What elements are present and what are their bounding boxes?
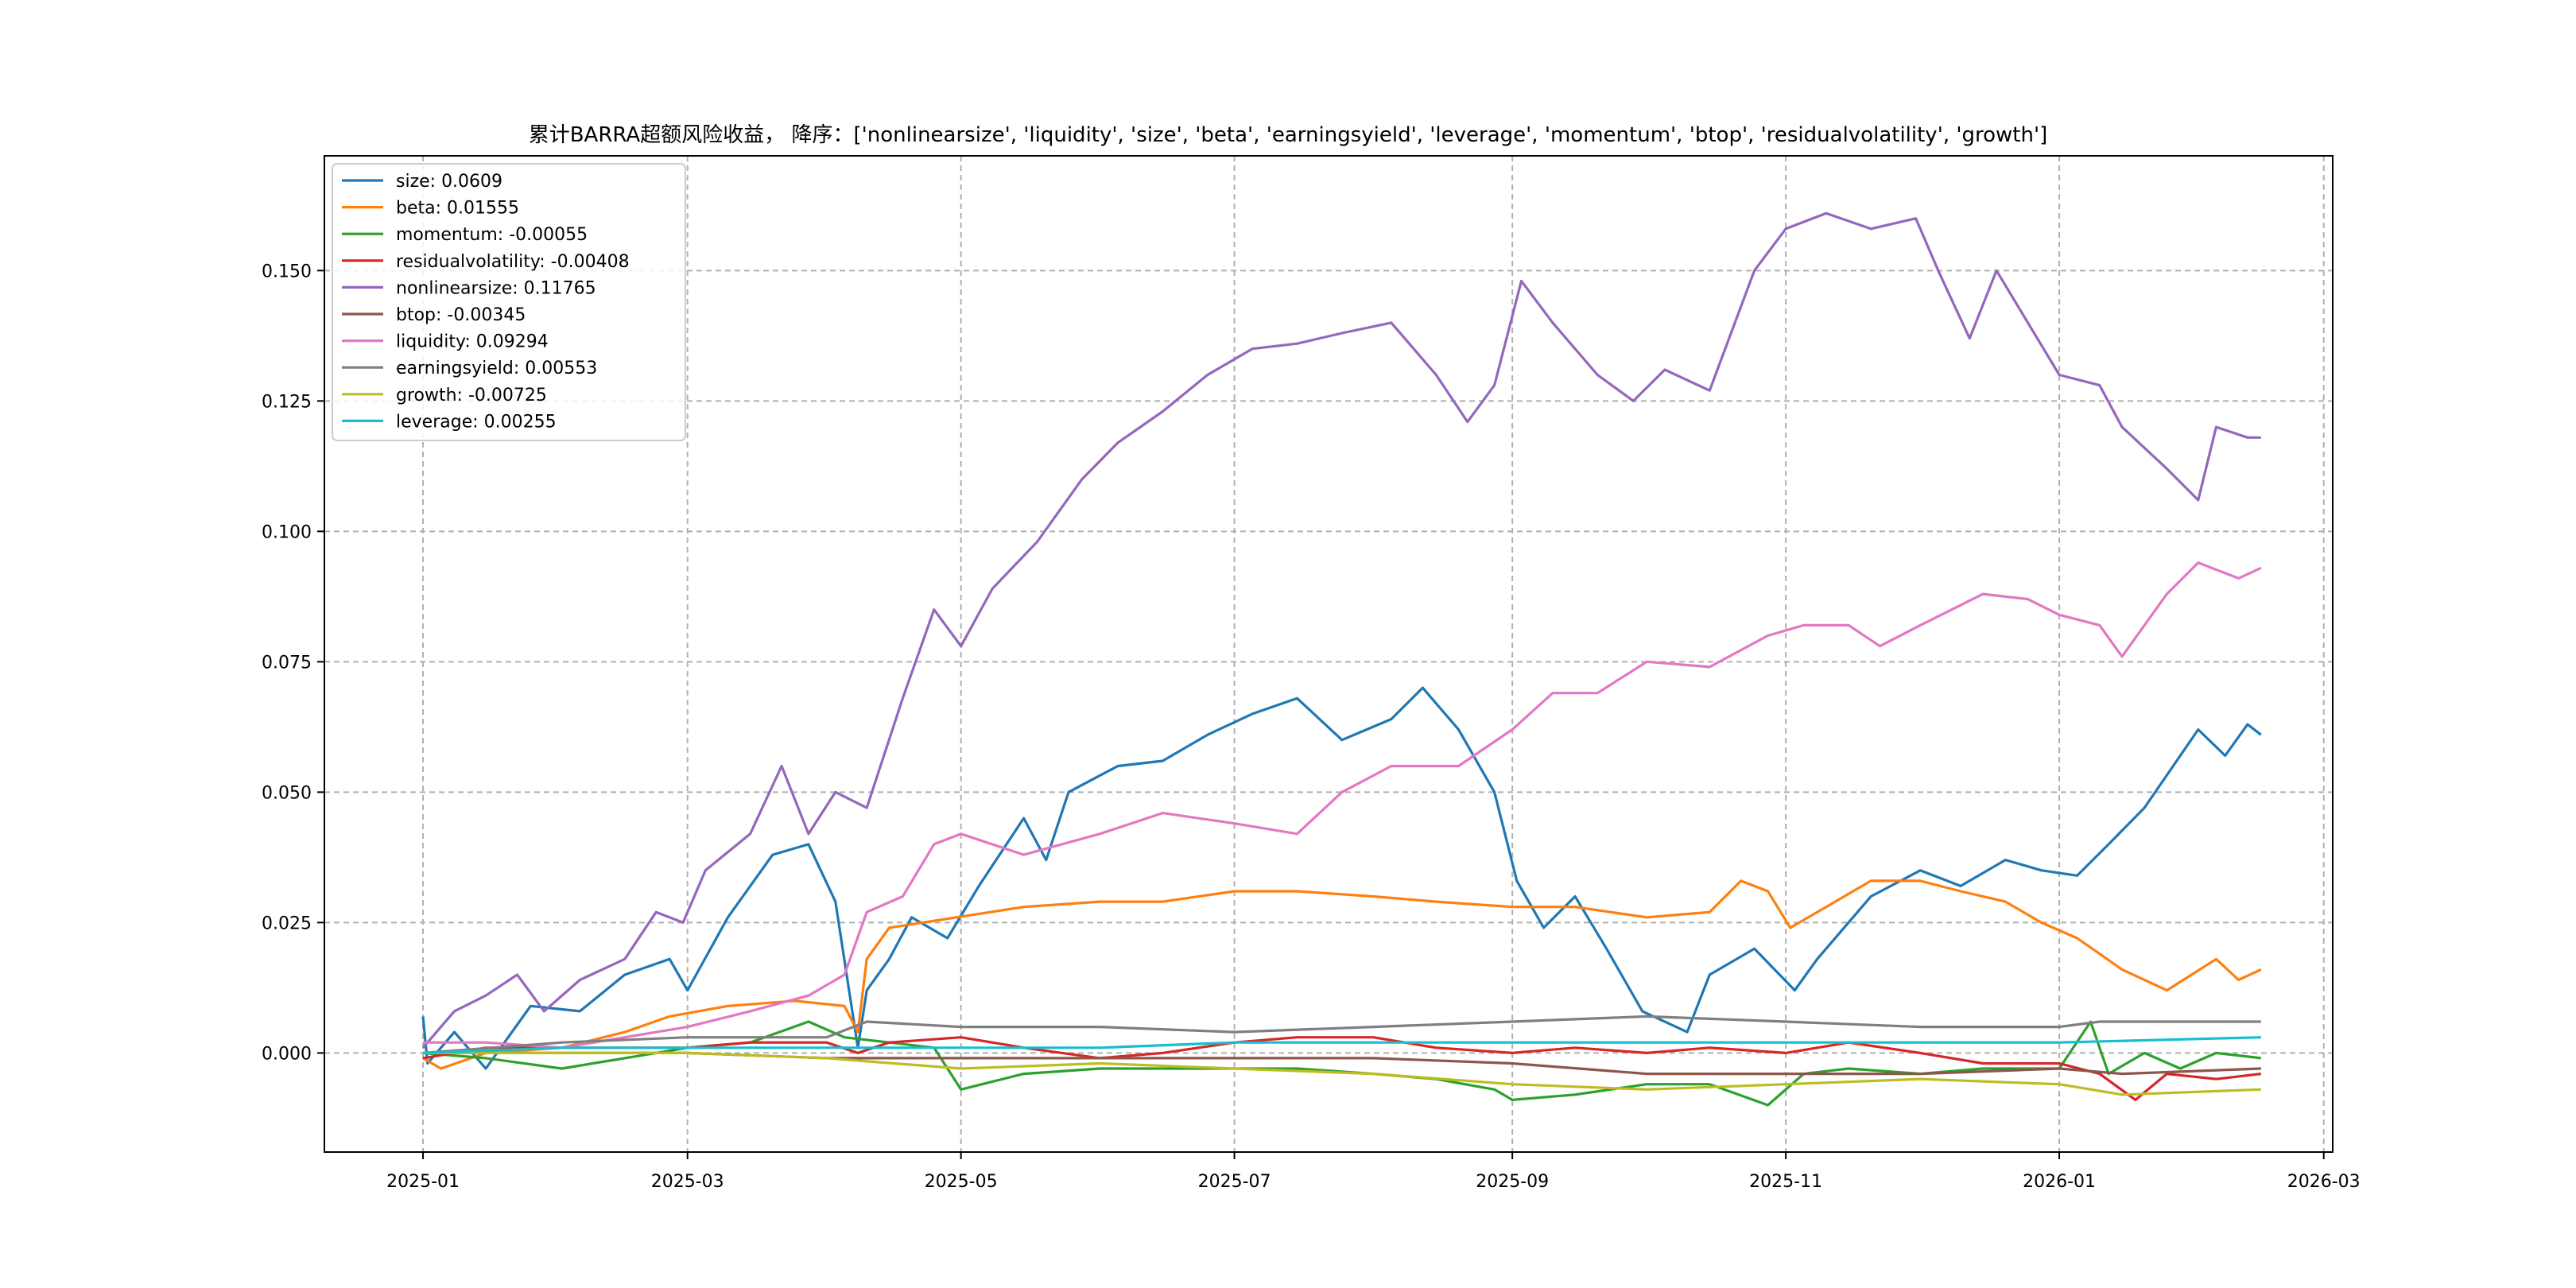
legend-label: momentum: -0.00055 [396,225,588,245]
x-tick-label: 2025-03 [651,1172,724,1192]
x-tick-label: 2026-03 [2287,1172,2361,1192]
legend-label: leverage: 0.00255 [396,412,557,432]
series-line-leverage [422,1036,2261,1054]
legend-label: beta: 0.01555 [396,199,519,219]
legend-label: growth: -0.00725 [396,386,547,405]
series-line-beta [422,879,2262,1070]
legend-label: residualvolatility: -0.00408 [396,252,630,272]
series-line-residualvolatility [422,1036,2261,1101]
plot-frame [324,155,2334,1153]
series-line-earningsyield [422,1014,2261,1054]
y-tick-label: 0.000 [262,1044,312,1064]
y-axis: 0.000 0.025 0.050 0.075 0.100 0.125 0.150 [262,262,324,1064]
legend-box [332,163,686,441]
legend-label: earningsyield: 0.00553 [396,359,597,378]
legend: size: 0.0609 beta: 0.01555 momentum: -0.00… [332,163,686,441]
x-tick-label: 2025-07 [1198,1172,1271,1192]
y-tick-label: 0.025 [262,914,312,933]
x-tick-label: 2025-09 [1476,1172,1549,1192]
y-tick-label: 0.150 [262,262,312,281]
series-layer [421,211,2262,1107]
x-tick-label: 2025-01 [386,1172,460,1192]
y-tick-label: 0.125 [262,392,312,412]
chart-title: 累计BARRA超额风险收益， 降序：['nonlinearsize', 'liq… [529,123,2048,147]
x-axis: 2025-01 2025-03 2025-05 2025-07 2025-09 2025-… [386,1152,2361,1192]
series-line-nonlinearsize [421,211,2261,1049]
x-tick-label: 2025-11 [1749,1172,1822,1192]
legend-label: nonlinearsize: 0.11765 [396,278,596,298]
grid [324,156,2333,1152]
y-tick-label: 0.100 [262,522,312,542]
legend-label: btop: -0.00345 [396,305,526,325]
series-line-size [421,686,2262,1070]
x-tick-label: 2025-05 [925,1172,998,1192]
y-tick-label: 0.075 [262,653,312,673]
y-tick-label: 0.050 [262,783,312,803]
legend-label: liquidity: 0.09294 [396,332,549,352]
legend-label: size: 0.0609 [396,172,502,192]
series-line-growth [423,1051,2261,1096]
x-tick-label: 2026-01 [2023,1172,2096,1192]
series-line-liquidity [423,561,2262,1049]
